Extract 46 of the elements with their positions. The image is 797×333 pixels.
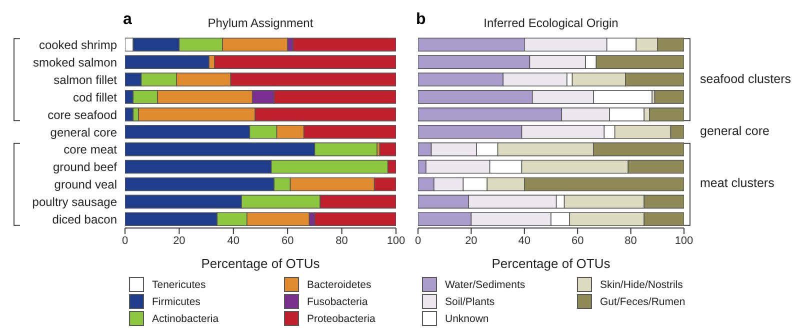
x-tick-label: 20 (465, 234, 478, 247)
legend-label: Unknown (445, 312, 489, 324)
legend-label: Bacteroidetes (307, 278, 372, 290)
chart-title: Phylum Assignment (208, 16, 314, 30)
x-axis-title: Percentage of OTUs (201, 256, 320, 271)
y-tick-label: poultry sausage (32, 195, 118, 210)
legend-label: Gut/Feces/Rumen (600, 296, 686, 308)
legend-label: Skin/Hide/Nostrils (600, 278, 683, 290)
legend-label: Fusobacteria (307, 296, 368, 308)
legend-label: Tenericutes (152, 278, 206, 290)
x-tick-label: 60 (281, 234, 294, 247)
x-tick-label: 20 (173, 234, 186, 247)
y-tick-label: smoked salmon (32, 55, 117, 70)
text: a (123, 11, 132, 29)
y-tick-label: cooked shrimp (38, 38, 118, 52)
x-tick-label: 40 (227, 234, 240, 247)
text: b (416, 11, 426, 29)
legend-label: Soil/Plants (445, 296, 495, 308)
y-tick-label: core seafood (48, 108, 117, 122)
y-tick-label: salmon fillet (54, 72, 118, 87)
bar (654, 90, 684, 104)
x-tick-label: 40 (518, 234, 531, 247)
text: meat clusters (700, 176, 774, 190)
x-tick-label: 100 (386, 234, 406, 247)
legend-label: Proteobacteria (307, 312, 376, 324)
chart-title: Inferred Ecological Origin (484, 16, 618, 30)
x-tick-label: 100 (674, 234, 694, 247)
text: general core (700, 124, 770, 138)
y-tick-label: core meat (64, 142, 118, 157)
y-tick-label: diced bacon (52, 212, 117, 227)
legend-label: Water/Sediments (445, 278, 526, 290)
legend-label: Actinobacteria (152, 312, 219, 324)
x-tick-label: 80 (624, 234, 637, 247)
bar (125, 108, 134, 122)
y-tick-label: ground beef (52, 160, 118, 174)
x-tick-label: 60 (571, 234, 584, 247)
x-tick-label: 0 (122, 234, 128, 247)
text: seafood clusters (700, 72, 792, 86)
y-tick-label: cod fillet (72, 90, 118, 104)
y-tick-label: ground veal (54, 178, 117, 192)
bar (379, 142, 396, 156)
legend-label: Firmicutes (152, 296, 200, 308)
x-tick-label: 0 (414, 234, 422, 247)
x-tick-label: 80 (336, 234, 348, 247)
x-axis-title: Percentage of OTUs (492, 256, 611, 271)
y-tick-label: general core (50, 125, 118, 140)
